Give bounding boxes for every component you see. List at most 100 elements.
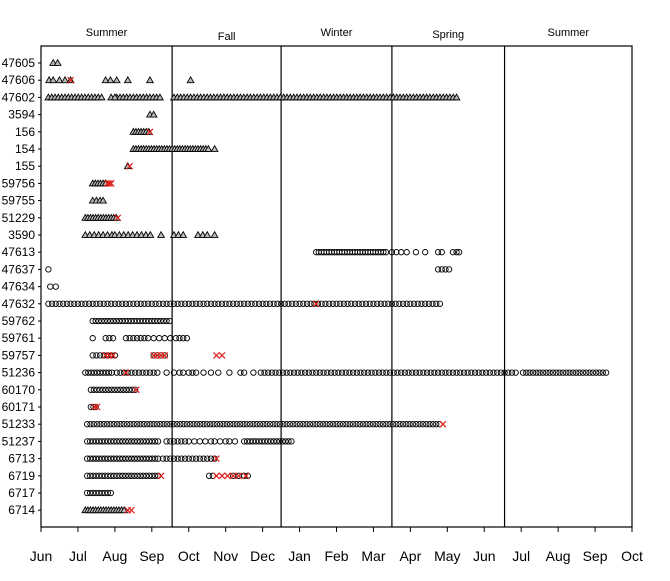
circle-point	[150, 421, 157, 428]
circle-point	[200, 369, 207, 376]
circle-point	[370, 300, 377, 307]
circle-point	[110, 421, 117, 428]
circle-point	[178, 455, 185, 462]
circle-point	[97, 421, 104, 428]
circle-point	[566, 369, 573, 376]
x-tick-label: Nov	[213, 548, 238, 564]
circle-point	[383, 369, 390, 376]
circle-point	[276, 421, 284, 428]
circle-point	[576, 369, 583, 376]
circle-point	[333, 421, 340, 428]
circle-point	[204, 300, 211, 307]
x-tick-label: Jul	[69, 548, 87, 564]
circle-point	[187, 421, 194, 428]
circle-point	[256, 421, 264, 428]
circle-point	[107, 438, 114, 445]
circle-point	[106, 335, 113, 342]
circle-point	[150, 352, 157, 359]
circle-point	[427, 369, 434, 376]
circle-point	[110, 317, 117, 325]
red-x-point	[229, 472, 237, 480]
circle-point	[111, 386, 118, 393]
y-tick-label: 59761	[2, 331, 36, 345]
circle-point	[146, 369, 154, 376]
circle-point	[204, 455, 211, 462]
circle-point	[526, 369, 533, 376]
circle-point	[130, 300, 137, 307]
y-tick-label: 59756	[2, 176, 36, 190]
circle-point	[123, 421, 131, 428]
circle-point	[438, 369, 445, 376]
season-label-summer: Summer	[86, 27, 128, 39]
circle-point	[137, 335, 144, 342]
circle-point	[406, 421, 413, 428]
circle-point	[52, 283, 59, 290]
circle-point	[512, 369, 519, 376]
circle-point	[196, 455, 203, 462]
red-x-stroke	[107, 179, 115, 187]
y-tick-label: 3590	[8, 228, 35, 242]
circle-point	[167, 300, 174, 307]
circle-point	[101, 438, 109, 445]
circle-point	[248, 300, 255, 307]
circle-point	[423, 369, 431, 376]
circle-point	[143, 369, 150, 376]
circle-point	[183, 421, 191, 428]
circle-point	[257, 369, 264, 376]
circle-point	[133, 335, 141, 342]
season-label-spring: Spring	[432, 29, 464, 41]
circle-point	[93, 421, 101, 428]
circle-point	[313, 369, 320, 376]
circle-point	[86, 472, 94, 479]
x-tick-label: Oct	[621, 548, 643, 564]
circle-point	[157, 352, 165, 359]
circle-point	[289, 300, 296, 307]
circle-point	[335, 369, 342, 376]
circle-point	[244, 300, 252, 307]
circle-point	[117, 421, 124, 428]
circle-point	[108, 300, 115, 307]
circle-point	[529, 369, 537, 376]
circle-point	[237, 369, 244, 376]
circle-point	[122, 472, 129, 479]
circle-point	[329, 300, 336, 307]
circle-point	[412, 369, 420, 376]
x-tick-label: May	[434, 548, 460, 564]
circle-point	[268, 369, 276, 376]
circle-point	[154, 352, 161, 359]
circle-point	[409, 369, 416, 376]
y-tick-label: 59757	[2, 348, 36, 362]
x-axis-labels: Jun Jul Aug Sep Oct Nov Dec Jan Feb Mar Apr May Jun J…	[30, 527, 643, 564]
circle-point	[446, 266, 453, 273]
circle-point	[163, 455, 170, 462]
circle-point	[320, 421, 327, 428]
circle-point	[479, 369, 486, 376]
circle-point	[559, 369, 567, 376]
circle-point	[98, 438, 106, 445]
circle-point	[104, 438, 112, 445]
x-tick-label: Jan	[288, 548, 311, 564]
circle-point	[99, 386, 106, 393]
circle-point	[325, 300, 333, 307]
circle-point	[333, 300, 340, 307]
circle-point	[140, 455, 147, 462]
circle-point	[151, 317, 158, 325]
circle-point	[93, 352, 100, 359]
triangle-point	[60, 75, 70, 84]
circle-point	[125, 317, 132, 325]
circle-point	[96, 352, 104, 359]
circle-point	[113, 421, 121, 428]
triangle-point	[112, 75, 121, 84]
triangle-point	[123, 75, 132, 84]
circle-point	[101, 317, 108, 325]
red-x-stroke	[218, 472, 226, 480]
circle-point	[197, 421, 204, 428]
triangle-point	[156, 230, 166, 238]
circle-point	[180, 369, 187, 376]
red-x-stroke	[161, 351, 169, 359]
red-x-stroke	[229, 472, 237, 480]
circle-point	[140, 472, 147, 479]
triangle-point	[193, 230, 203, 238]
red-x-stroke	[157, 472, 165, 480]
circle-point	[185, 300, 192, 307]
